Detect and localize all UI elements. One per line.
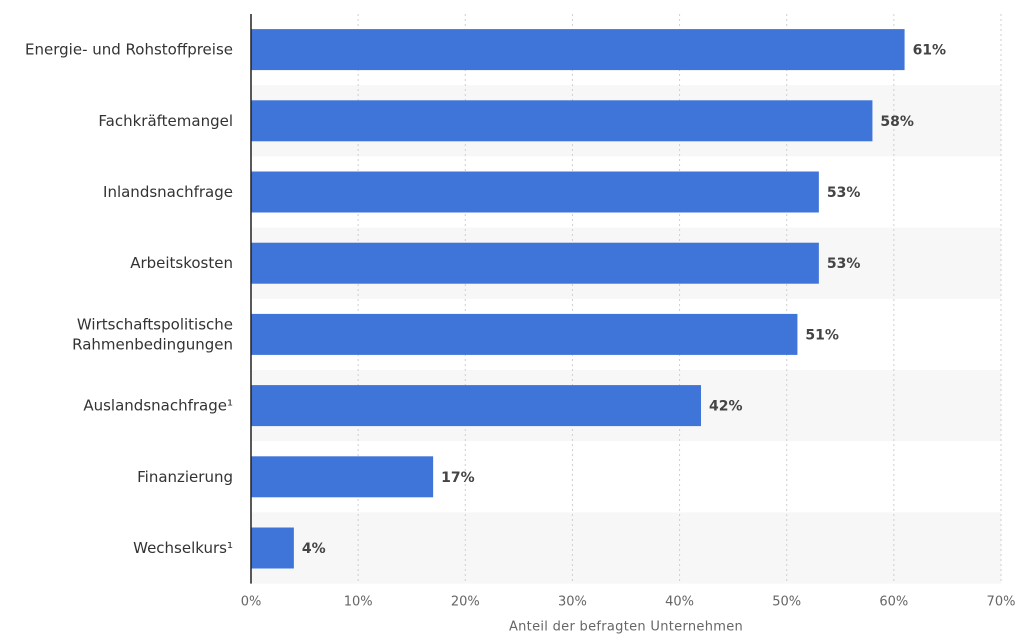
data-label: 42% (709, 399, 743, 415)
bar (251, 456, 434, 498)
x-tick-label: 50% (772, 595, 801, 610)
category-label: Inlandsnachfrage (103, 183, 233, 201)
x-axis-title: Anteil der befragten Unternehmen (509, 620, 743, 635)
x-tick-label: 30% (558, 595, 587, 610)
category-label: Fachkräftemangel (98, 112, 233, 130)
bar (251, 527, 294, 569)
x-tick-label: 60% (879, 595, 908, 610)
x-tick-label: 0% (241, 595, 262, 610)
data-label: 61% (913, 43, 947, 59)
bars (251, 29, 905, 569)
bar (251, 171, 819, 213)
data-label: 53% (827, 185, 861, 201)
bar (251, 242, 819, 284)
data-label: 4% (302, 541, 326, 557)
x-tick-label: 10% (344, 595, 373, 610)
bar (251, 29, 905, 71)
category-label: Finanzierung (137, 468, 233, 486)
value-labels: 61% 58% 53% 53% 51% 42% 17% 4% (302, 43, 946, 557)
category-label: Wechselkurs¹ (133, 539, 233, 557)
data-label: 58% (880, 114, 914, 130)
x-tick-label: 20% (451, 595, 480, 610)
data-label: 53% (827, 256, 861, 272)
row-band (251, 512, 1001, 584)
bar (251, 385, 701, 427)
x-tick-label: 40% (665, 595, 694, 610)
category-label: Auslandsnachfrage¹ (83, 397, 233, 415)
bar (251, 100, 873, 142)
data-label: 17% (441, 470, 475, 486)
category-labels: Energie- und Rohstoffpreise Fachkräfteman… (25, 41, 233, 557)
x-tick-labels: 0% 10% 20% 30% 40% 50% 60% 70% (241, 595, 1016, 610)
category-label: Wirtschaftspolitische Rahmenbedingungen (72, 315, 233, 353)
bar (251, 313, 798, 355)
category-label: Energie- und Rohstoffpreise (25, 41, 233, 59)
category-label: Arbeitskosten (130, 254, 233, 272)
data-label: 51% (805, 327, 839, 343)
x-tick-label: 70% (987, 595, 1016, 610)
